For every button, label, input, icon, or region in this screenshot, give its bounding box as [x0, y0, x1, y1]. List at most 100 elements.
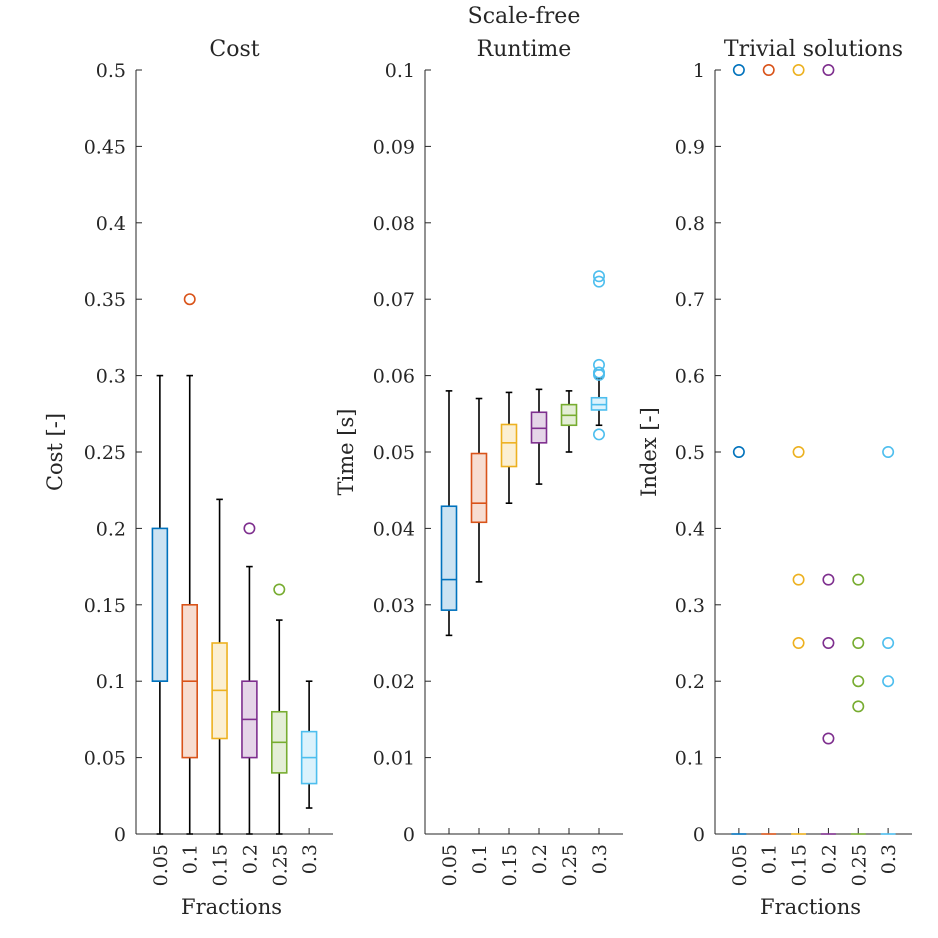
y-tick-label: 0.5 — [96, 60, 126, 82]
y-tick-label: 0.3 — [675, 595, 705, 617]
outlier-point — [852, 636, 865, 649]
outlier-point — [882, 675, 895, 688]
x-tick-label: 0.25 — [848, 844, 870, 886]
box-0.25 — [271, 583, 288, 835]
y-tick-label: 0 — [403, 824, 415, 846]
box-body — [500, 423, 518, 468]
box-0.2 — [820, 64, 836, 835]
x-tick-label: 0.3 — [299, 844, 321, 874]
y-tick-label: 0.45 — [84, 136, 126, 158]
box-0.25 — [850, 573, 866, 835]
outlier-point — [273, 583, 286, 596]
outlier-point — [792, 64, 805, 77]
trivial-solutions-panel: 0 0.1 0.2 0.3 0.4 0.5 0.6 0.7 0.8 0.9 1 0.05 0.1 0.15… — [637, 37, 912, 919]
y-tick-label: 0.2 — [96, 518, 126, 540]
y-tick-label: 0.6 — [675, 366, 705, 388]
y-tick-label: 0.07 — [373, 289, 415, 311]
box-0.05 — [440, 390, 458, 637]
box-0.1 — [470, 397, 488, 583]
outlier-point — [822, 64, 835, 77]
y-tick-label: 0.4 — [675, 518, 705, 540]
box-0.3 — [880, 445, 896, 835]
y-tick-label: 0.8 — [675, 213, 705, 235]
x-tick-label: 0.1 — [180, 844, 202, 874]
outlier-point — [882, 445, 895, 458]
outlier-point — [592, 270, 605, 283]
outlier-point — [592, 275, 605, 288]
x-tick-label: 0.1 — [469, 844, 491, 874]
y-tick-label: 0.03 — [373, 595, 415, 617]
x-tick-label: 0.2 — [818, 844, 840, 874]
y-tick-label: 0.05 — [84, 748, 126, 770]
y-tick-label: 0.9 — [675, 136, 705, 158]
outlier-point — [792, 573, 805, 586]
x-tick-label: 0.2 — [239, 844, 261, 874]
outlier-point — [732, 445, 745, 458]
y-tick-label: 0.2 — [675, 671, 705, 693]
box-0.25 — [560, 390, 578, 453]
y-tick-label: 0 — [693, 824, 705, 846]
outlier-point — [592, 366, 605, 379]
box-body — [151, 527, 169, 683]
panel-title: Runtime — [477, 37, 572, 62]
box-body — [440, 505, 458, 611]
outlier-point — [822, 636, 835, 649]
y-tick-label: 0.08 — [373, 213, 415, 235]
outlier-point — [792, 445, 805, 458]
y-tick-label: 0.35 — [84, 289, 126, 311]
x-tick-label: 0.05 — [150, 844, 172, 886]
cost-panel: 0 0.05 0.1 0.15 0.2 0.25 0.3 0.35 0.4 0.45 0.5 0.05… — [43, 37, 333, 919]
box-0.15 — [500, 391, 518, 504]
x-tick-label: 0.05 — [439, 844, 461, 886]
y-tick-label: 0.15 — [84, 595, 126, 617]
outlier-point — [592, 358, 605, 371]
outlier-point — [592, 428, 605, 441]
box-0.3 — [300, 680, 318, 809]
y-tick-label: 0.06 — [373, 366, 415, 388]
box-0.1 — [761, 64, 777, 835]
outlier-point — [882, 636, 895, 649]
y-tick-label: 0.7 — [675, 289, 705, 311]
x-tick-label: 0.25 — [559, 844, 581, 886]
y-axis-title: Cost [-] — [43, 413, 67, 491]
x-tick-label: 0.05 — [729, 844, 751, 886]
y-tick-label: 0.4 — [96, 213, 126, 235]
y-tick-label: 1 — [693, 60, 705, 82]
x-axis-title: Fractions — [760, 895, 861, 919]
outlier-point — [792, 636, 805, 649]
figure-suptitle: Scale-free — [468, 4, 581, 29]
x-tick-label: 0.1 — [759, 844, 781, 874]
runtime-panel: 0 0.01 0.02 0.03 0.04 0.05 0.06 0.07 0.08 0.09 0.1… — [334, 37, 623, 886]
x-tick-label: 0.25 — [269, 844, 291, 886]
x-tick-label: 0.3 — [878, 844, 900, 874]
outlier-point — [732, 64, 745, 77]
y-tick-label: 0 — [114, 824, 126, 846]
y-tick-label: 0.5 — [675, 442, 705, 464]
x-tick-label: 0.2 — [529, 844, 551, 874]
y-tick-label: 0.3 — [96, 366, 126, 388]
box-0.1 — [181, 293, 198, 835]
x-tick-label: 0.3 — [589, 844, 611, 874]
panel-title: Cost — [209, 37, 259, 62]
outlier-point — [762, 64, 775, 77]
x-axis-title: Fractions — [181, 895, 282, 919]
y-tick-label: 0.1 — [96, 671, 126, 693]
panel-title: Trivial solutions — [724, 37, 903, 62]
box-0.05 — [151, 374, 169, 835]
y-tick-label: 0.05 — [373, 442, 415, 464]
box-body — [470, 452, 488, 524]
box-0.2 — [241, 522, 258, 835]
outlier-point — [822, 732, 835, 745]
y-axis-title: Index [-] — [637, 407, 661, 497]
outlier-point — [852, 675, 865, 688]
outlier-point — [243, 522, 256, 535]
x-tick-label: 0.15 — [499, 844, 521, 886]
y-tick-label: 0.01 — [373, 748, 415, 770]
x-tick-label: 0.15 — [210, 844, 232, 886]
box-0.15 — [791, 64, 807, 835]
y-tick-label: 0.25 — [84, 442, 126, 464]
outlier-point — [852, 700, 865, 713]
box-0.2 — [530, 388, 548, 485]
box-0.3 — [590, 270, 608, 441]
